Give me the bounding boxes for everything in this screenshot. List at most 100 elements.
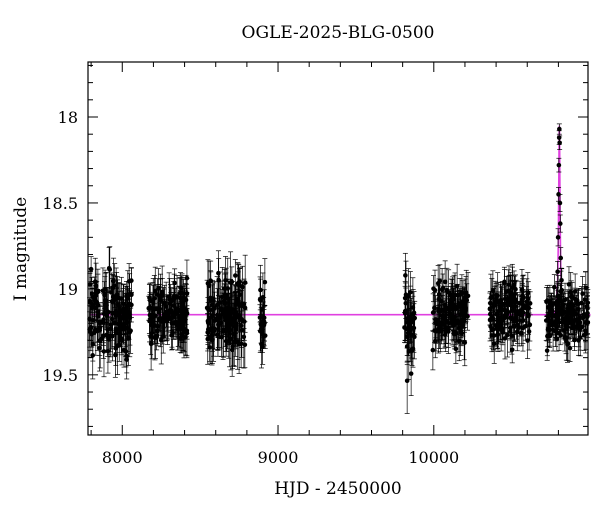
- data-point: [557, 200, 563, 206]
- data-point: [122, 313, 127, 319]
- data-point: [552, 284, 557, 290]
- data-point: [431, 286, 436, 291]
- data-point: [116, 295, 122, 301]
- data-point: [410, 317, 416, 323]
- data-point: [488, 317, 493, 322]
- data-point: [234, 314, 239, 320]
- data-point: [169, 309, 175, 315]
- data-point: [520, 318, 526, 323]
- data-point: [578, 324, 583, 330]
- data-point: [550, 313, 556, 318]
- data-point: [124, 357, 129, 362]
- data-point: [126, 311, 132, 317]
- data-point: [98, 336, 104, 342]
- data-point: [545, 327, 551, 332]
- data-point: [239, 327, 245, 333]
- data-point: [508, 293, 514, 298]
- data-point: [184, 291, 190, 296]
- data-point: [108, 326, 114, 332]
- data-point: [430, 347, 436, 353]
- data-point: [493, 292, 499, 298]
- data-point: [106, 265, 112, 271]
- data-point: [523, 323, 528, 329]
- data-point: [450, 295, 455, 301]
- data-point: [571, 321, 576, 327]
- data-point: [452, 292, 458, 298]
- data-point: [525, 338, 530, 343]
- data-point: [240, 284, 245, 290]
- data-point: [211, 328, 216, 334]
- data-point: [105, 309, 111, 315]
- y-tick-label: 19.5: [42, 366, 78, 385]
- data-point: [237, 292, 243, 297]
- data-point: [233, 273, 238, 278]
- data-point: [442, 315, 448, 321]
- data-point: [179, 324, 185, 330]
- data-point: [123, 307, 128, 313]
- data-point: [502, 336, 508, 341]
- data-point: [127, 291, 132, 297]
- data-point: [226, 315, 232, 320]
- data-point: [505, 332, 510, 338]
- data-point: [556, 162, 562, 168]
- data-point: [216, 322, 221, 328]
- data-point: [262, 279, 268, 285]
- x-tick-label: 10000: [408, 448, 459, 467]
- data-point: [491, 333, 497, 338]
- data-point: [228, 310, 234, 315]
- data-point: [166, 294, 172, 299]
- data-point: [525, 296, 531, 302]
- data-point: [488, 295, 494, 301]
- data-point: [436, 308, 442, 314]
- axis-ticks: [88, 62, 588, 435]
- data-point: [90, 317, 96, 323]
- data-point: [87, 299, 93, 305]
- data-point: [223, 295, 229, 301]
- data-point: [162, 300, 167, 306]
- data-point: [207, 315, 212, 321]
- data-point: [512, 291, 518, 297]
- data-point: [257, 315, 263, 320]
- data-point: [111, 278, 116, 284]
- x-axis-label: HJD - 2450000: [274, 479, 402, 499]
- data-point: [403, 300, 409, 306]
- data-point: [222, 314, 228, 320]
- data-point: [153, 335, 158, 341]
- data-point: [515, 322, 520, 328]
- data-point: [583, 320, 589, 326]
- data-point: [561, 302, 566, 307]
- data-point: [150, 312, 156, 318]
- data-point: [211, 296, 216, 302]
- data-point: [449, 320, 455, 326]
- data-point: [437, 322, 443, 328]
- data-point: [90, 341, 96, 347]
- data-point: [527, 322, 533, 328]
- data-point: [513, 309, 518, 315]
- data-point: [101, 349, 107, 354]
- data-point: [458, 329, 463, 335]
- data-point: [557, 140, 562, 146]
- data-point: [557, 221, 563, 226]
- data-point: [446, 329, 451, 334]
- data-point: [219, 308, 225, 313]
- data-point: [500, 307, 506, 312]
- data-point: [404, 378, 410, 384]
- data-point: [87, 329, 93, 334]
- data-point: [205, 281, 211, 286]
- data-point: [90, 294, 96, 300]
- chart-title: OGLE-2025-BLG-0500: [242, 23, 435, 43]
- data-point: [498, 327, 503, 332]
- data-point: [102, 287, 108, 292]
- y-tick-label: 18.5: [42, 194, 78, 213]
- data-point: [233, 302, 239, 308]
- data-point: [510, 284, 515, 290]
- data-point: [569, 294, 575, 300]
- data-point: [507, 329, 513, 334]
- x-tick-label: 9000: [258, 448, 299, 467]
- data-point: [432, 338, 438, 344]
- data-point: [171, 320, 177, 326]
- data-point: [407, 327, 413, 333]
- axis-tick-labels: 8000 9000 10000 18 18.5 19 19.5: [42, 108, 459, 467]
- data-point: [568, 314, 573, 320]
